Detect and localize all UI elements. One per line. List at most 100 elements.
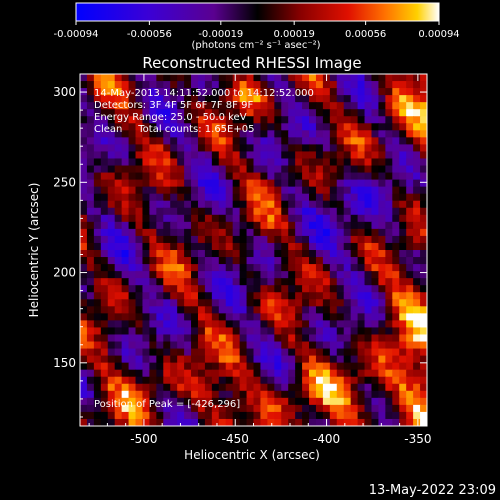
heatmap-cell <box>211 235 220 244</box>
heatmap-cell <box>309 74 317 82</box>
heatmap-cell <box>336 327 345 336</box>
heatmap-cell <box>93 207 102 216</box>
heatmap-cell <box>121 151 130 160</box>
heatmap-cell <box>406 250 414 258</box>
heatmap-cell <box>80 207 88 216</box>
heatmap-cell <box>322 257 331 265</box>
heatmap-cell <box>218 285 227 293</box>
heatmap-cell <box>274 334 282 343</box>
heatmap-cell <box>253 271 262 279</box>
heatmap-cell <box>232 362 241 371</box>
heatmap-cell <box>413 74 421 82</box>
heatmap-cell <box>232 179 241 188</box>
heatmap-cell <box>232 235 241 244</box>
heatmap-cell <box>260 172 268 181</box>
heatmap-cell <box>218 271 227 279</box>
heatmap-cell <box>177 200 185 209</box>
heatmap-cell <box>239 397 248 406</box>
heatmap-cell <box>204 383 213 392</box>
heatmap-cell <box>357 123 366 131</box>
heatmap-cell <box>406 81 414 89</box>
heatmap-cell <box>420 179 427 188</box>
heatmap-cell <box>170 348 178 357</box>
heatmap-cell <box>378 123 386 131</box>
heatmap-cell <box>170 81 178 89</box>
heatmap-cell <box>413 242 421 251</box>
heatmap-cell <box>135 306 144 314</box>
heatmap-cell <box>378 144 386 153</box>
heatmap-cell <box>232 193 241 202</box>
heatmap-cell <box>350 299 359 307</box>
heatmap-cell <box>156 362 164 371</box>
heatmap-cell <box>413 264 421 272</box>
heatmap-cell <box>149 390 157 399</box>
heatmap-cell <box>378 137 386 145</box>
heatmap-cell <box>350 278 359 286</box>
heatmap-cell <box>149 355 157 364</box>
heatmap-cell <box>156 102 164 110</box>
heatmap-cell <box>420 186 427 195</box>
heatmap-cell <box>107 116 116 124</box>
heatmap-cell <box>204 257 213 265</box>
heatmap-cell <box>336 235 345 244</box>
heatmap-cell <box>156 88 164 96</box>
heatmap-cell <box>350 411 359 420</box>
heatmap-cell <box>267 88 275 96</box>
heatmap-cell <box>80 151 88 160</box>
heatmap-cell <box>315 158 324 167</box>
heatmap-cell <box>114 341 123 350</box>
heatmap-cell <box>232 158 241 167</box>
heatmap-cell <box>371 137 380 145</box>
heatmap-cell <box>385 242 393 251</box>
heatmap-cell <box>322 172 331 181</box>
heatmap-cell <box>413 179 421 188</box>
heatmap-cell <box>80 144 88 153</box>
heatmap-cell <box>329 348 338 357</box>
heatmap-cell <box>343 158 352 167</box>
heatmap-cell <box>163 271 171 279</box>
heatmap-cell <box>121 285 130 293</box>
heatmap-cell <box>204 186 213 195</box>
heatmap-cell <box>204 250 213 258</box>
heatmap-cell <box>142 88 150 96</box>
heatmap-cell <box>315 292 324 300</box>
heatmap-cell <box>211 193 220 202</box>
y-axis-label: Heliocentric Y (arcsec) <box>27 183 41 318</box>
heatmap-cell <box>260 390 268 399</box>
heatmap-cell <box>80 355 88 364</box>
heatmap-cell <box>371 221 380 230</box>
heatmap-cell <box>232 144 241 153</box>
heatmap-cell <box>302 292 310 300</box>
heatmap-cell <box>302 88 310 96</box>
heatmap-cell <box>184 411 192 420</box>
heatmap-cell <box>281 334 289 343</box>
heatmap-cell <box>357 214 366 223</box>
heatmap-cell <box>364 242 373 251</box>
heatmap-cell <box>149 341 157 350</box>
heatmap-cell <box>329 235 338 244</box>
heatmap-cell <box>406 102 414 110</box>
heatmap-cell <box>128 299 137 307</box>
heatmap-cell <box>295 390 303 399</box>
heatmap-cell <box>274 130 282 138</box>
heatmap-cell <box>170 271 178 279</box>
heatmap-cell <box>357 130 366 138</box>
heatmap-cell <box>281 221 289 230</box>
heatmap-cell <box>107 397 116 406</box>
heatmap-cell <box>343 109 352 117</box>
heatmap-cell <box>142 355 150 364</box>
heatmap-cell <box>329 278 338 286</box>
heatmap-cell <box>309 123 317 131</box>
heatmap-cell <box>322 355 331 364</box>
heatmap-cell <box>86 123 95 131</box>
heatmap-cell <box>288 221 296 230</box>
heatmap-cell <box>322 179 331 188</box>
heatmap-cell <box>336 397 345 406</box>
heatmap-cell <box>406 418 414 426</box>
heatmap-cell <box>343 383 352 392</box>
heatmap-cell <box>399 264 407 272</box>
heatmap-cell <box>364 404 373 413</box>
heatmap-cell <box>246 313 255 321</box>
heatmap-cell <box>246 334 255 343</box>
heatmap-cell <box>246 102 255 110</box>
